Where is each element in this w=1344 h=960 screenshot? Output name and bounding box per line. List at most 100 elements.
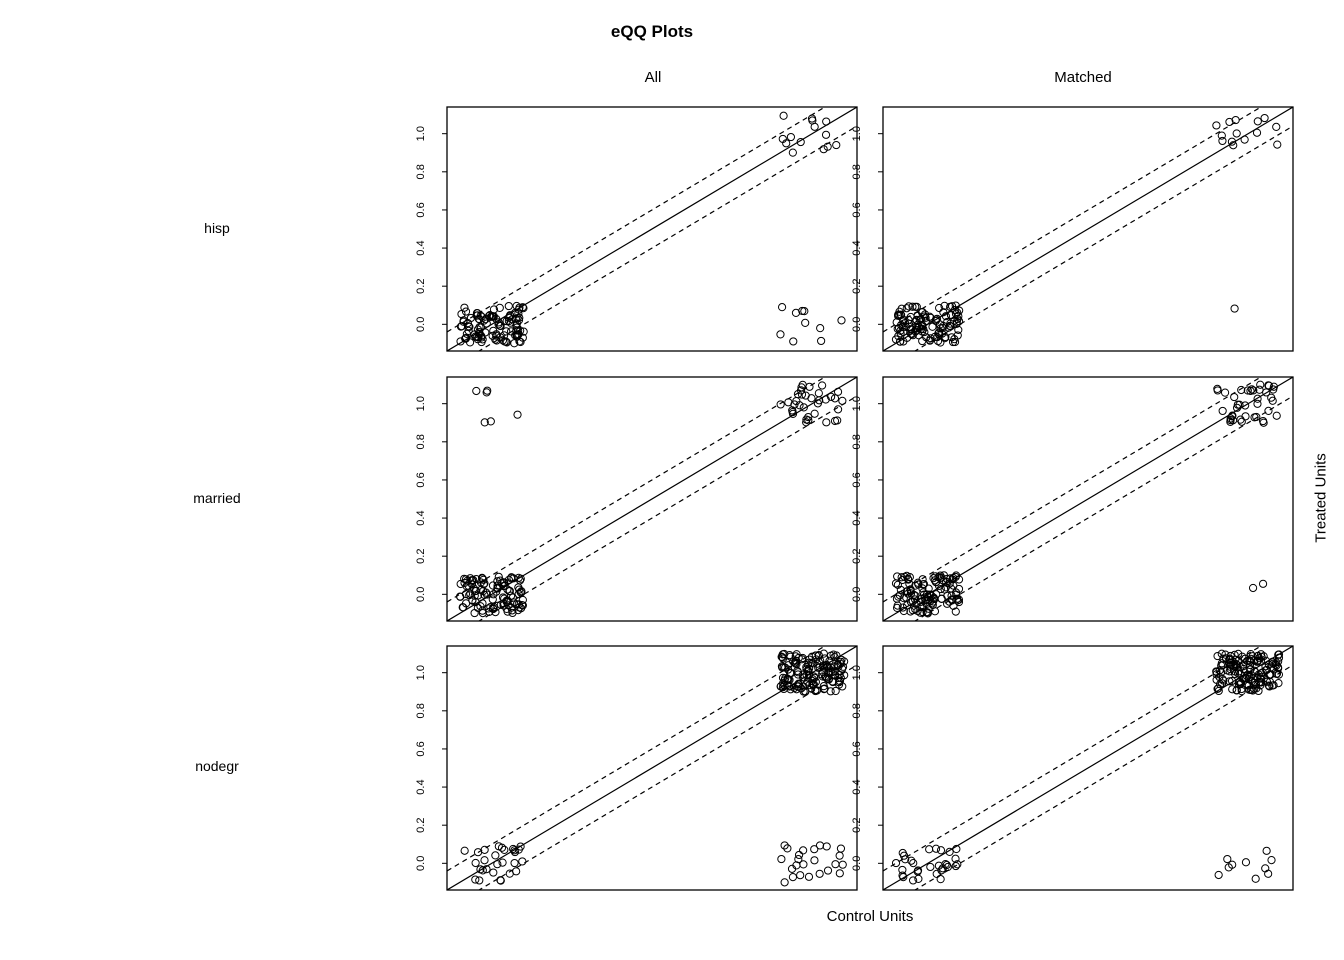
data-point	[793, 390, 803, 399]
data-point	[803, 666, 812, 675]
data-point	[461, 575, 471, 584]
data-point	[788, 148, 797, 157]
data-point	[1261, 864, 1270, 873]
data-point	[1213, 384, 1222, 393]
y-tick-label: 0.8	[851, 434, 863, 449]
data-point	[936, 875, 945, 884]
data-point	[470, 608, 479, 618]
data-point	[479, 580, 488, 589]
data-point	[825, 656, 834, 665]
tolerance-line	[477, 664, 857, 890]
data-point	[488, 595, 497, 604]
data-point	[1272, 122, 1281, 132]
data-point	[514, 316, 524, 325]
data-point	[1253, 394, 1262, 403]
data-point	[1252, 684, 1261, 693]
data-point	[1242, 671, 1252, 681]
data-point	[818, 381, 827, 390]
data-point	[472, 386, 481, 396]
data-point	[512, 323, 521, 332]
data-point	[799, 682, 808, 691]
data-point	[1234, 656, 1243, 666]
row-label-nodegr: nodegr	[195, 758, 239, 774]
y-tick-label: 0.2	[851, 549, 863, 564]
data-point	[788, 407, 797, 417]
data-point	[516, 604, 526, 613]
y-tick-label: 0.4	[415, 510, 427, 525]
data-point	[804, 416, 813, 425]
data-point	[804, 872, 814, 881]
data-point	[1237, 385, 1246, 395]
y-tick-label: 0.4	[851, 779, 863, 794]
data-point	[931, 844, 941, 853]
data-point	[931, 578, 941, 587]
data-point	[801, 687, 810, 696]
data-point	[1259, 418, 1268, 427]
data-point	[777, 854, 786, 864]
data-point	[1248, 583, 1258, 593]
data-point	[1255, 654, 1264, 663]
data-point	[783, 665, 793, 674]
data-point	[778, 663, 787, 672]
data-point	[819, 649, 828, 658]
data-point	[778, 653, 787, 662]
data-point	[931, 572, 940, 581]
data-point	[921, 596, 930, 605]
y-tick-label: 0.8	[415, 164, 427, 179]
data-point	[788, 872, 798, 882]
data-point	[817, 336, 826, 346]
data-point	[477, 333, 486, 342]
data-point	[932, 869, 941, 878]
data-point	[810, 122, 819, 131]
data-point	[913, 867, 922, 876]
data-point	[1269, 681, 1278, 690]
panel-nodegr-all: 0.0 0.2 0.4 0.6 0.8 1.0	[415, 645, 858, 891]
y-tick-label: 1.0	[415, 126, 427, 141]
data-point	[484, 604, 493, 613]
data-point	[823, 142, 832, 151]
data-point	[457, 322, 466, 331]
data-point	[1262, 388, 1271, 397]
data-point	[832, 140, 841, 150]
data-point	[489, 312, 498, 321]
data-point	[1218, 661, 1227, 670]
data-point	[471, 858, 480, 868]
data-point	[840, 671, 849, 680]
y-tick-label: 0.6	[415, 741, 427, 756]
data-point	[461, 334, 470, 343]
panel-frame	[882, 376, 1294, 622]
panel-plot-area	[883, 646, 1293, 890]
data-point	[908, 302, 917, 311]
data-point	[1260, 113, 1269, 123]
data-point	[951, 854, 960, 863]
data-point	[499, 582, 508, 591]
data-point	[776, 682, 785, 691]
y-tick-label: 0.6	[851, 202, 863, 217]
data-point	[476, 323, 486, 332]
data-point	[1247, 671, 1256, 680]
data-point	[1212, 668, 1221, 677]
data-point	[919, 579, 929, 589]
column-label-matched: Matched	[1054, 69, 1112, 86]
data-point	[1229, 657, 1238, 667]
data-point	[1264, 681, 1273, 690]
data-point	[466, 589, 475, 598]
data-point	[480, 856, 489, 865]
y-tick-label: 0.6	[851, 472, 863, 487]
data-point	[930, 332, 939, 342]
data-point	[489, 590, 498, 599]
data-point	[794, 668, 803, 677]
y-tick-label: 0.0	[415, 317, 427, 332]
data-point	[834, 678, 844, 687]
data-point	[909, 859, 918, 868]
data-point	[821, 395, 830, 404]
panel-plot-area	[447, 377, 857, 621]
data-point	[926, 596, 935, 605]
data-point	[918, 584, 927, 593]
data-point	[508, 606, 517, 615]
data-point	[893, 572, 902, 581]
data-point	[954, 317, 964, 326]
data-point	[899, 851, 909, 860]
data-point	[935, 303, 944, 313]
